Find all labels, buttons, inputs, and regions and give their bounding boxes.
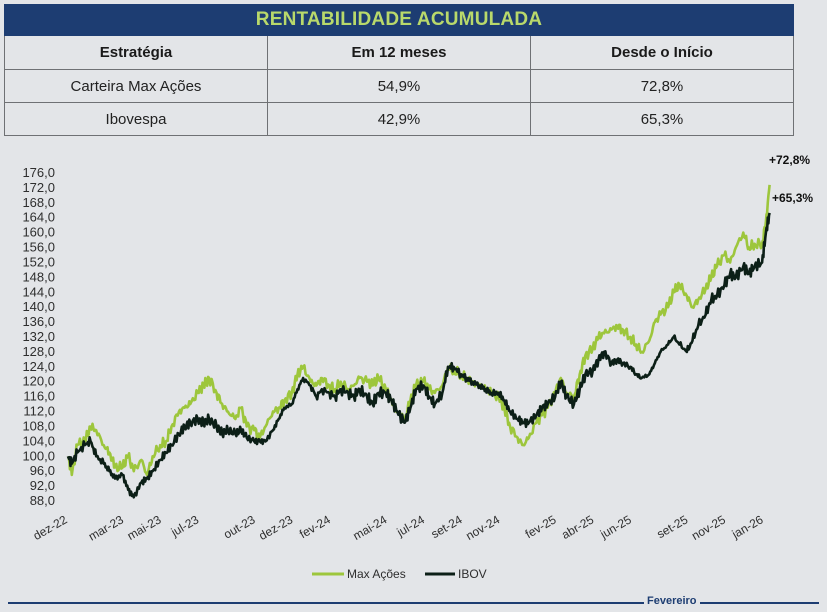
performance-table: RENTABILIDADE ACUMULADA Estratégia Em 12…: [4, 4, 794, 136]
y-tick-label: 104,0: [22, 433, 55, 448]
y-tick-label: 92,0: [30, 478, 55, 493]
x-tick-label: jul-24: [394, 512, 428, 539]
y-tick-label: 116,0: [23, 389, 55, 404]
y-tick-label: 124,0: [22, 359, 55, 374]
y-tick-label: 100,0: [22, 448, 55, 463]
table-header-row: Estratégia Em 12 meses Desde o Início: [4, 35, 794, 70]
cell-12-months: 54,9%: [267, 69, 531, 103]
header-since-inception: Desde o Início: [530, 35, 794, 70]
table-row: Carteira Max Ações 54,9% 72,8%: [4, 69, 794, 103]
y-tick-label: 108,0: [22, 418, 55, 433]
x-tick-label: jul-23: [168, 512, 202, 539]
y-tick-label: 120,0: [22, 374, 55, 389]
y-tick-label: 96,0: [30, 463, 55, 478]
cell-12-months: 42,9%: [267, 102, 531, 136]
x-tick-label: jun-25: [597, 512, 634, 541]
footer-month-label: Fevereiro: [644, 595, 700, 607]
end-label-ibov: +65,3%: [772, 191, 813, 205]
x-tick-label: set-24: [429, 512, 465, 541]
y-tick-label: 136,0: [22, 314, 55, 329]
x-tick-label: abr-25: [559, 512, 596, 542]
y-tick-label: 172,0: [22, 180, 55, 195]
x-tick-label: mar-23: [86, 512, 126, 543]
cell-since-inception: 72,8%: [530, 69, 794, 103]
y-tick-label: 132,0: [22, 329, 55, 344]
y-tick-label: 128,0: [22, 344, 55, 359]
x-tick-label: set-25: [654, 512, 690, 541]
y-tick-label: 160,0: [22, 225, 55, 240]
table-title: RENTABILIDADE ACUMULADA: [4, 4, 794, 36]
y-tick-label: 148,0: [22, 269, 55, 284]
x-tick-label: dez-23: [256, 512, 295, 543]
y-tick-label: 168,0: [22, 195, 55, 210]
x-tick-label: dez-22: [31, 512, 70, 543]
x-tick-label: mai-23: [125, 512, 164, 543]
y-tick-label: 176,0: [22, 165, 55, 180]
y-tick-label: 156,0: [22, 240, 55, 255]
cell-strategy: Ibovespa: [4, 102, 268, 136]
x-tick-label: fev-25: [523, 512, 559, 541]
legend-label: Max Ações: [347, 567, 406, 581]
footer-divider: [8, 602, 819, 604]
x-tick-label: fev-24: [297, 512, 333, 541]
x-tick-label: out-23: [221, 512, 258, 541]
series-line-max-acoes: [66, 184, 771, 477]
end-label-max-acoes: +72,8%: [769, 153, 810, 167]
x-tick-label: jan-26: [729, 512, 766, 541]
y-tick-label: 144,0: [22, 284, 55, 299]
table-row: Ibovespa 42,9% 65,3%: [4, 102, 794, 136]
series-line-ibov: [66, 212, 771, 499]
x-tick-label: nov-24: [463, 512, 502, 543]
x-tick-label: mai-24: [351, 512, 390, 543]
y-tick-label: 164,0: [22, 210, 55, 225]
y-tick-label: 112,0: [23, 404, 55, 419]
cell-since-inception: 65,3%: [530, 102, 794, 136]
cell-strategy: Carteira Max Ações: [4, 69, 268, 103]
y-tick-label: 88,0: [30, 493, 55, 508]
y-tick-label: 140,0: [22, 299, 55, 314]
legend-label: IBOV: [458, 567, 487, 581]
x-tick-label: nov-25: [689, 512, 728, 543]
y-tick-label: 152,0: [22, 254, 55, 269]
